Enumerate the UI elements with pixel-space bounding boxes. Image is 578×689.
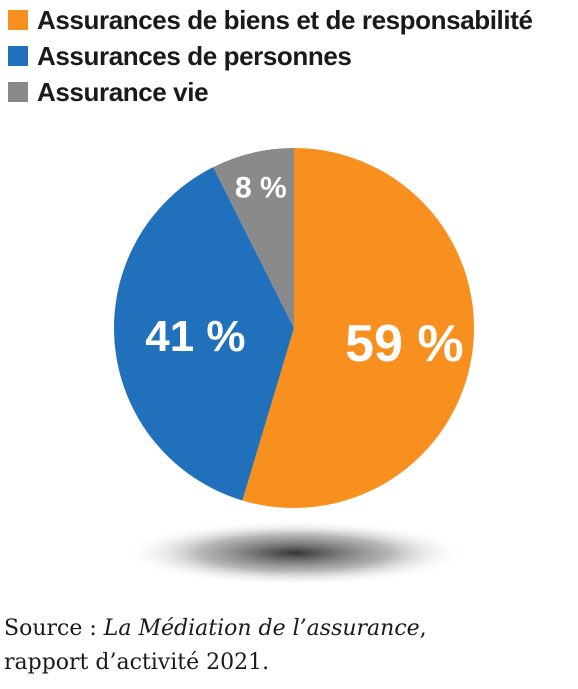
slice-label-vie: 8 % (235, 171, 287, 204)
slice-personnes (114, 167, 294, 501)
pie-shadow (123, 520, 467, 586)
legend-item-biens: Assurances de biens et de responsabilité (8, 2, 533, 38)
source-publication: La Médiation de l’assurance (103, 616, 420, 641)
slice-label-personnes: 41 % (145, 312, 245, 361)
legend-swatch-vie (8, 82, 28, 102)
slice-label-biens: 59 % (345, 315, 464, 373)
legend-label-biens: Assurances de biens et de responsabilité (37, 4, 533, 35)
source-prefix: Source : (4, 616, 104, 641)
source-note: Source : La Médiation de l’assurance, ra… (4, 612, 427, 680)
chart-legend: Assurances de biens et de responsabilité… (8, 2, 533, 110)
source-suffix: , (419, 616, 427, 641)
legend-swatch-personnes (8, 46, 28, 66)
legend-swatch-biens (8, 10, 28, 30)
legend-item-vie: Assurance vie (8, 74, 533, 110)
legend-label-vie: Assurance vie (37, 76, 209, 107)
slice-biens (242, 148, 475, 509)
slice-vie (213, 148, 294, 328)
source-line-2: rapport d’activité 2021. (4, 650, 270, 675)
source-line-1: Source : La Médiation de l’assurance, (4, 612, 427, 646)
legend-label-personnes: Assurances de personnes (37, 40, 352, 71)
legend-item-personnes: Assurances de personnes (8, 38, 533, 74)
